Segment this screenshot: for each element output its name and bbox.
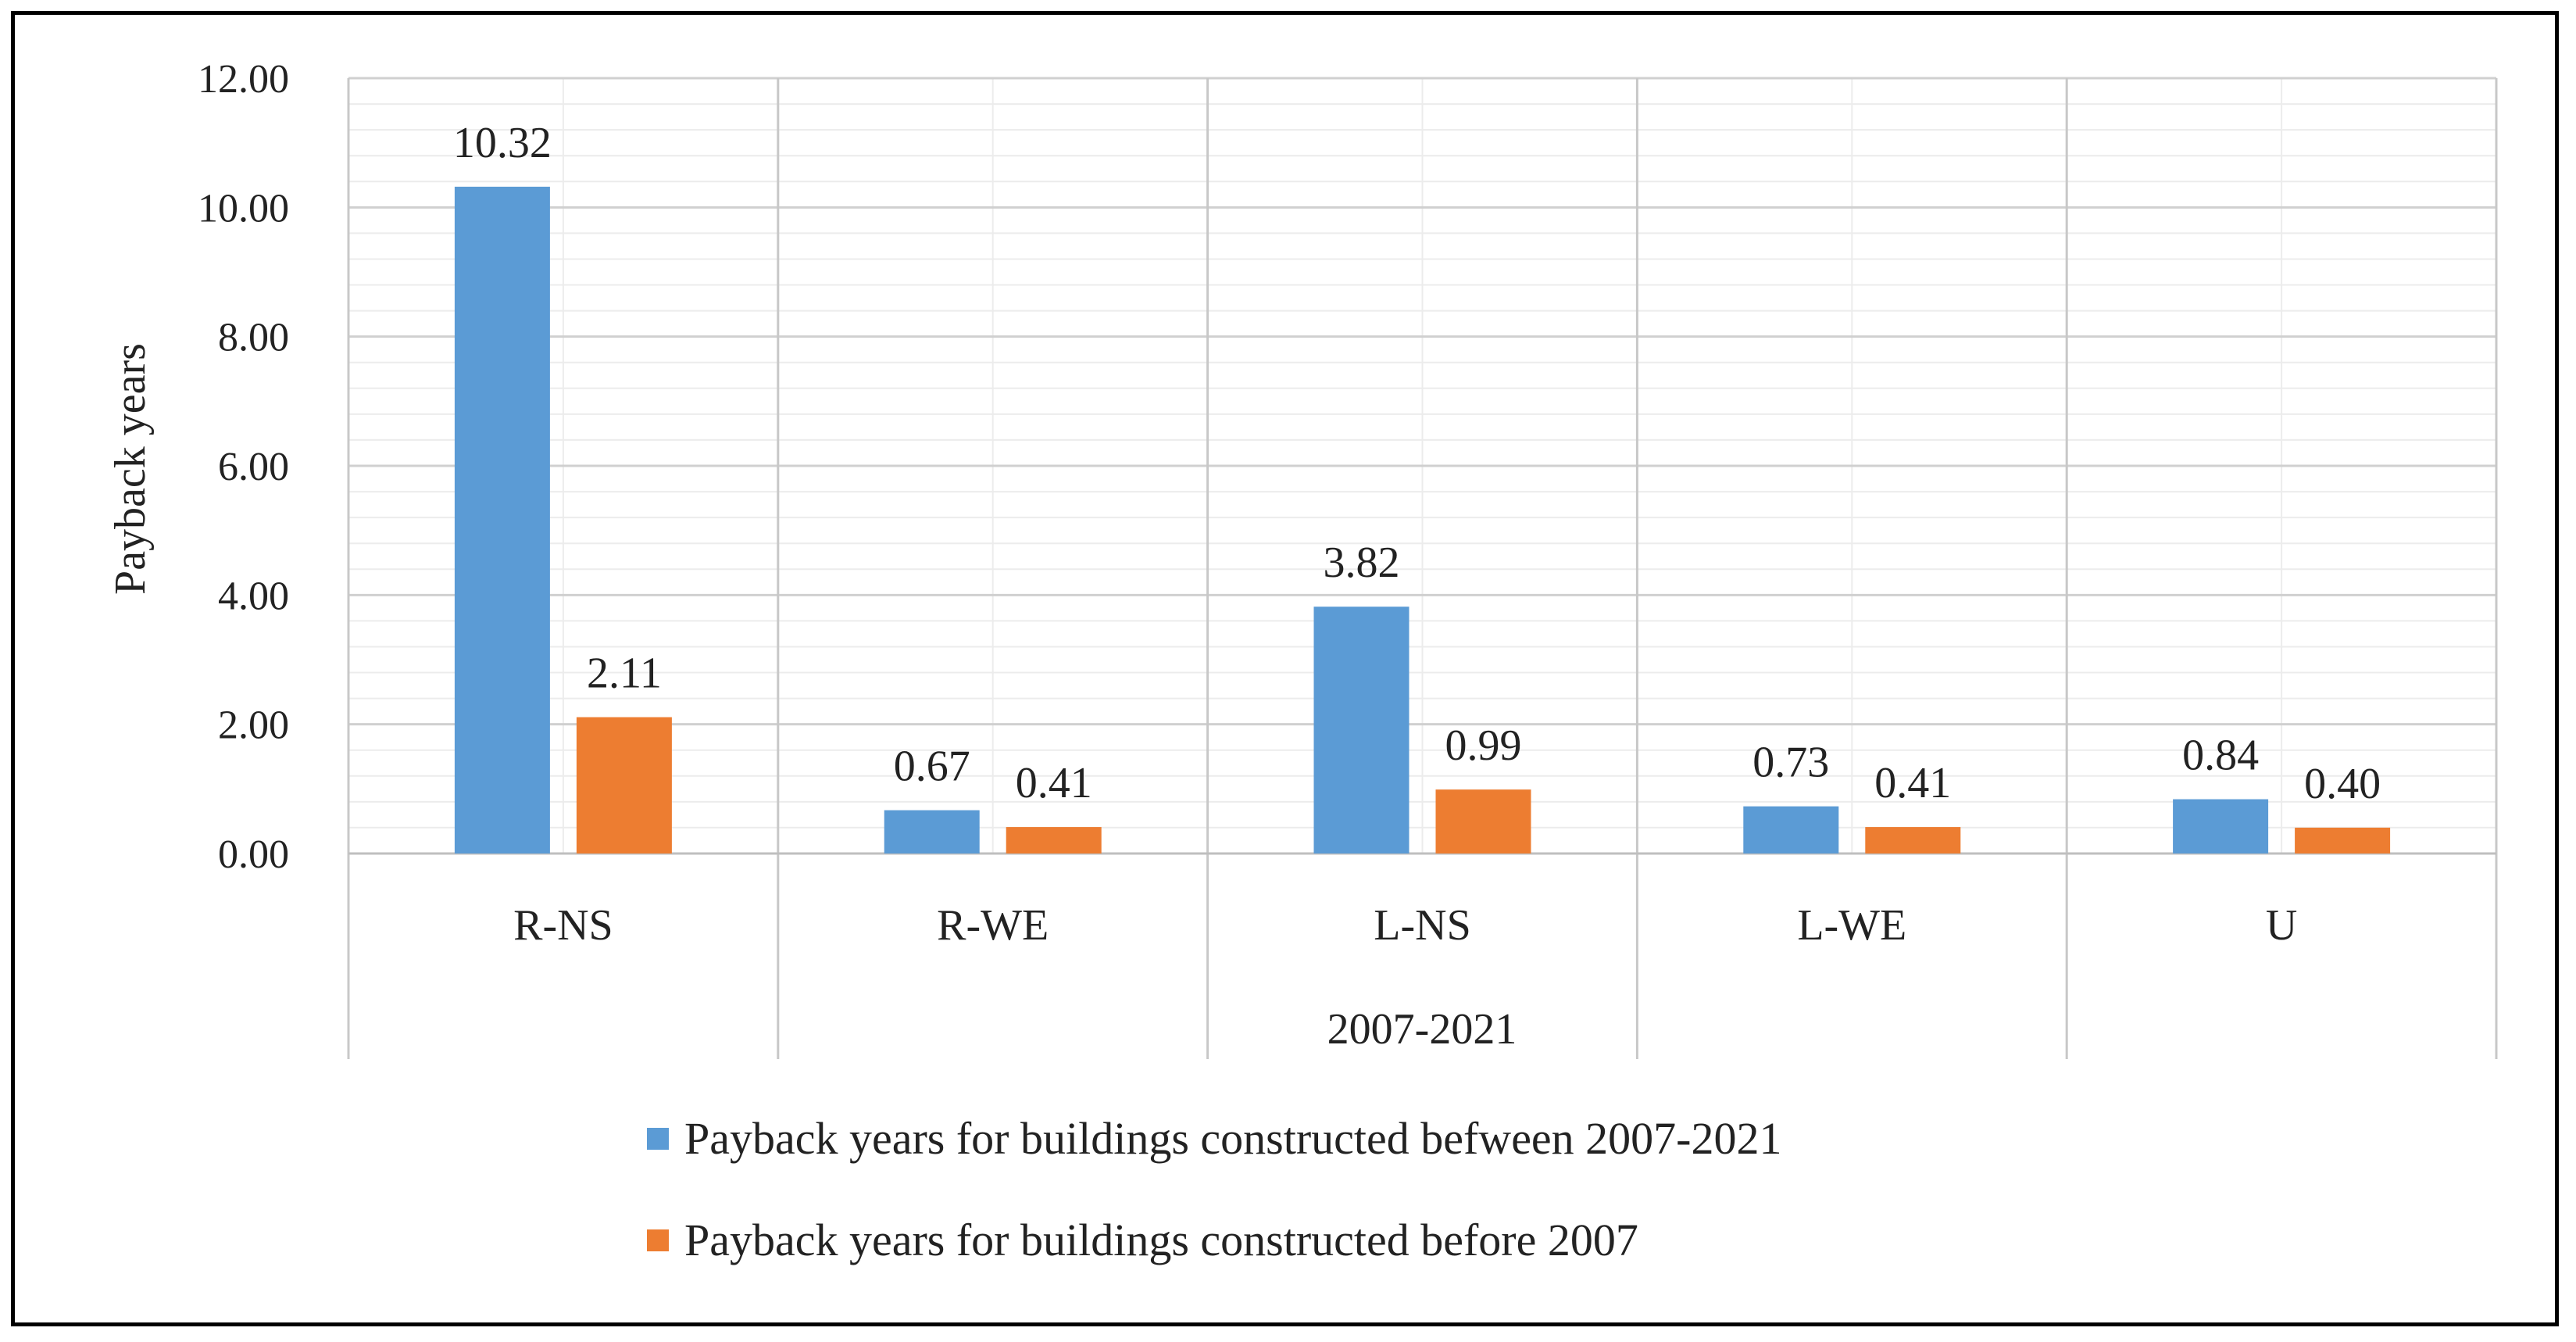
data-label-series-1: 0.84 — [2182, 732, 2259, 780]
data-label-series-1: 10.32 — [453, 119, 552, 167]
data-label-series-2: 0.41 — [1874, 759, 1951, 807]
bar-series-2 — [1006, 827, 1102, 854]
chart-frame — [11, 11, 2559, 1326]
data-labels: 10.32 0.67 3.82 0.73 0.84 2.11 0.41 0.99 0.41 0.4… — [453, 119, 2381, 808]
legend: Payback years for buildings constructed … — [647, 1113, 1782, 1265]
x-category-label: L-WE — [1797, 901, 1906, 950]
data-label-series-2: 0.99 — [1445, 721, 1522, 770]
y-tick-label: 4.00 — [218, 574, 289, 618]
y-axis-title: Payback years — [106, 343, 155, 595]
legend-swatch-series-1 — [647, 1128, 669, 1150]
data-label-series-1: 0.67 — [894, 743, 970, 791]
bar-series-2 — [1865, 827, 1961, 854]
data-label-series-2: 2.11 — [587, 650, 662, 698]
legend-label-series-1: Payback years for buildings constructed … — [684, 1113, 1782, 1164]
bar-series-1 — [884, 810, 980, 854]
data-label-series-1: 3.82 — [1324, 539, 1400, 587]
bar-series-1 — [2173, 799, 2269, 854]
x-category-label: R-NS — [513, 901, 613, 950]
x-axis-title: 2007-2021 — [1327, 1005, 1517, 1054]
y-tick-label: 6.00 — [218, 445, 289, 489]
category-dividers — [347, 78, 2498, 1059]
legend-swatch-series-2 — [647, 1229, 669, 1251]
y-tick-label: 0.00 — [218, 832, 289, 877]
x-category-label: L-NS — [1374, 901, 1470, 950]
data-label-series-2: 0.41 — [1016, 759, 1092, 807]
x-category-label: R-WE — [937, 901, 1049, 950]
bar-series-1 — [1743, 806, 1839, 854]
bar-series-2 — [576, 717, 672, 854]
x-category-label: U — [2266, 901, 2297, 950]
bar-series-1 — [1313, 607, 1409, 854]
data-label-series-2: 0.40 — [2304, 760, 2381, 808]
bar-series-2 — [2295, 827, 2391, 854]
y-tick-label: 10.00 — [198, 186, 289, 231]
y-tick-label: 12.00 — [198, 57, 289, 102]
y-tick-label: 8.00 — [218, 316, 289, 360]
legend-label-series-2: Payback years for buildings constructed … — [684, 1215, 1638, 1265]
y-tick-label: 2.00 — [218, 703, 289, 748]
bar-series-2 — [1435, 789, 1531, 854]
bar-series-1 — [454, 186, 550, 854]
x-axis-categories: R-NS R-WE L-NS L-WE U — [513, 901, 2297, 950]
data-label-series-1: 0.73 — [1752, 739, 1829, 787]
bars — [454, 186, 2391, 854]
y-axis-ticks: 0.00 2.00 4.00 6.00 8.00 10.00 12.00 — [198, 57, 289, 877]
